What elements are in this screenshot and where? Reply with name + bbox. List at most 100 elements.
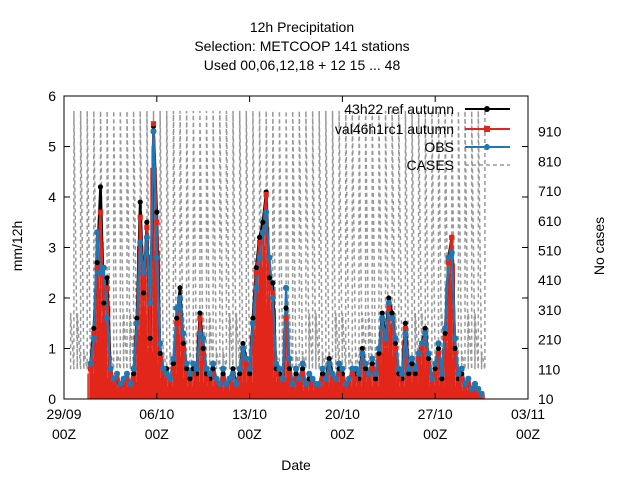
point-black-16 <box>140 290 147 296</box>
y-tick-label-6: 6 <box>48 88 56 104</box>
point-obs-dot-15 <box>138 240 143 245</box>
point-red-94 <box>399 381 405 387</box>
point-obs-dot-20 <box>154 255 159 260</box>
point-obs-dot-102 <box>426 351 431 356</box>
point-obs-dot-7 <box>111 376 116 381</box>
point-red-41 <box>223 386 229 392</box>
point-obs-dot-58 <box>280 376 285 381</box>
y2-tick-label-4: 410 <box>538 272 562 288</box>
point-obs-dot-114 <box>466 376 471 381</box>
point-red-53 <box>263 191 269 198</box>
point-black-37 <box>210 366 216 372</box>
legend-marker-2 <box>484 144 490 150</box>
point-red-2 <box>94 265 100 271</box>
point-red-59 <box>283 315 289 321</box>
point-obs-dot-89 <box>383 336 388 341</box>
point-obs-dot-5 <box>104 316 110 321</box>
point-red-113 <box>462 386 468 392</box>
chart-title: 12h Precipitation Selection: METCOOP 141… <box>194 19 409 73</box>
x-tick-sublabel-5: 00Z <box>516 426 541 442</box>
point-black-34 <box>200 345 206 352</box>
point-obs-dot-33 <box>197 331 203 336</box>
point-obs-dot-30 <box>187 371 193 376</box>
point-red-26 <box>174 320 180 326</box>
point-red-47 <box>243 361 249 367</box>
point-obs-dot-38 <box>214 376 219 381</box>
point-red-21 <box>157 356 163 362</box>
point-black-105 <box>435 345 442 352</box>
point-red-87 <box>376 356 382 362</box>
x-tick-sublabel-4: 00Z <box>423 426 448 442</box>
point-obs-dot-61 <box>290 381 295 387</box>
title-line-1: 12h Precipitation <box>250 19 354 35</box>
point-obs-dot-93 <box>396 366 401 371</box>
point-obs-dot-52 <box>260 230 266 235</box>
point-red-58 <box>280 381 286 387</box>
point-red-64 <box>300 371 306 377</box>
legend-marker-0 <box>484 106 490 112</box>
point-red-61 <box>290 386 296 392</box>
point-obs-dot-65 <box>303 381 309 387</box>
point-black-29 <box>184 366 190 372</box>
point-black-87 <box>376 350 382 357</box>
point-red-69 <box>316 386 322 392</box>
point-obs-dot-3 <box>98 270 103 275</box>
point-obs-dot-101 <box>423 331 428 336</box>
point-black-4 <box>101 300 107 306</box>
point-obs-dot-106 <box>439 371 445 376</box>
point-black-83 <box>363 366 369 372</box>
point-obs-dot-34 <box>201 336 206 341</box>
point-obs-dot-11 <box>124 371 130 376</box>
point-red-104 <box>432 371 438 377</box>
point-black-54 <box>266 275 273 281</box>
point-red-29 <box>184 371 190 377</box>
point-obs-dot-18 <box>147 300 153 306</box>
point-black-72 <box>326 356 332 362</box>
point-black-59 <box>283 305 289 311</box>
point-red-73 <box>329 376 336 382</box>
point-black-5 <box>104 275 110 281</box>
point-red-92 <box>392 345 399 352</box>
point-red-100 <box>419 345 425 352</box>
point-obs-dot-63 <box>297 376 302 381</box>
cases-series <box>69 110 486 370</box>
point-red-63 <box>296 381 302 387</box>
point-obs-dot-59 <box>283 285 289 291</box>
point-obs-dot-23 <box>164 371 169 376</box>
point-red-38 <box>213 381 220 387</box>
point-obs-dot-16 <box>141 270 146 275</box>
point-obs-dot-44 <box>234 381 239 387</box>
point-red-111 <box>455 381 461 387</box>
legend-marker-1 <box>484 126 490 132</box>
point-red-35 <box>203 376 210 382</box>
point-black-110 <box>452 345 458 352</box>
y-tick-label-1: 1 <box>48 341 56 357</box>
point-obs-dot-82 <box>360 351 365 356</box>
series-points <box>87 121 485 397</box>
point-red-96 <box>406 376 412 382</box>
point-black-101 <box>422 325 428 331</box>
point-obs-dot-1 <box>91 336 97 341</box>
point-obs-dot-42 <box>227 376 232 381</box>
point-obs-dot-70 <box>320 366 325 371</box>
point-obs-dot-25 <box>171 356 176 361</box>
point-obs-dot-92 <box>393 336 398 341</box>
point-red-81 <box>356 381 362 387</box>
point-black-96 <box>406 371 412 377</box>
point-obs-dot-83 <box>363 361 368 366</box>
point-obs-dot-64 <box>300 361 305 366</box>
point-obs-dot-90 <box>386 300 391 306</box>
point-red-62 <box>293 376 299 382</box>
x-tick-sublabel-0: 00Z <box>52 426 77 442</box>
cases-line <box>69 110 486 370</box>
point-obs-dot-71 <box>323 376 329 381</box>
point-obs-dot-73 <box>330 371 335 376</box>
point-black-2 <box>94 260 100 266</box>
point-obs-dot-47 <box>244 356 249 361</box>
point-obs-dot-91 <box>389 316 395 321</box>
point-red-107 <box>442 335 448 341</box>
point-obs-dot-81 <box>356 371 362 376</box>
point-obs-dot-99 <box>416 351 421 356</box>
point-obs-dot-98 <box>413 366 418 371</box>
